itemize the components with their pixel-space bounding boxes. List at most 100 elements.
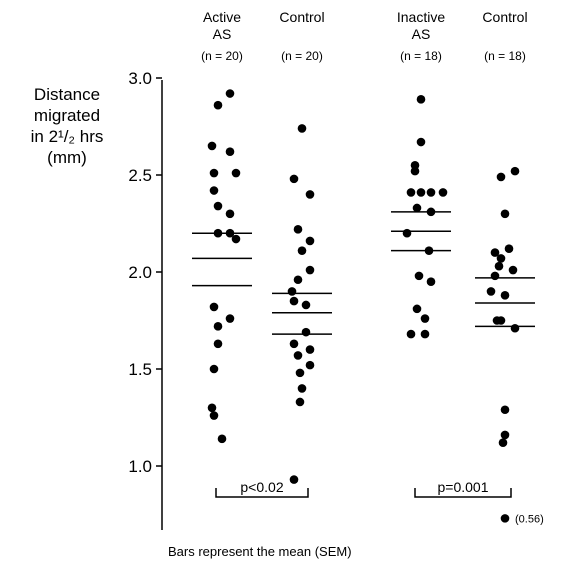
y-axis: 1.0 1.5 2.0 2.5 3.0 — [128, 69, 163, 530]
group-n-label: (n = 20) — [201, 49, 243, 63]
data-point — [293, 225, 303, 234]
group-n-label: (n = 18) — [400, 49, 442, 63]
data-point — [510, 166, 520, 176]
group-label: Control — [482, 9, 527, 25]
data-point — [225, 228, 235, 238]
data-point — [414, 271, 424, 281]
data-point — [297, 246, 307, 255]
data-point — [305, 236, 315, 246]
data-point — [426, 207, 436, 217]
group-label: AS — [213, 26, 232, 42]
data-point — [438, 188, 448, 197]
y-tick-label: 2.0 — [128, 263, 152, 282]
data-point — [207, 141, 217, 151]
data-point — [213, 100, 223, 110]
data-point — [231, 234, 241, 244]
group-n-label: (n = 20) — [281, 49, 323, 63]
data-point — [416, 137, 426, 147]
data-point — [494, 261, 504, 271]
y-tick-label: 2.5 — [128, 166, 152, 185]
data-point — [297, 384, 307, 393]
data-point — [420, 329, 430, 339]
y-tick-label: 1.5 — [128, 360, 152, 379]
data-point — [406, 329, 416, 339]
significance-brackets: p<0.02 p=0.001 — [215, 479, 512, 498]
mean-sem-bars — [192, 211, 535, 335]
data-point — [209, 168, 219, 178]
group-n-label: (n = 18) — [484, 49, 526, 63]
data-point — [412, 203, 422, 213]
data-point — [498, 438, 508, 448]
data-point — [289, 475, 299, 484]
data-point — [504, 244, 514, 254]
y-tick-label: 1.0 — [128, 457, 152, 476]
data-point — [289, 339, 299, 349]
data-point — [305, 190, 315, 199]
data-point — [301, 327, 311, 337]
data-point — [225, 147, 235, 157]
data-point — [416, 95, 426, 104]
data-point — [213, 322, 223, 331]
data-point — [500, 514, 510, 523]
data-point — [289, 296, 299, 306]
data-point — [416, 188, 426, 197]
data-point — [486, 287, 496, 296]
data-point — [426, 277, 436, 287]
data-point — [209, 302, 219, 312]
data-point — [420, 314, 430, 323]
data-point — [213, 201, 223, 211]
data-point — [225, 314, 235, 323]
y-axis-title: Distance migrated in 2¹/₂ hrs (mm) — [14, 84, 120, 168]
group-label: AS — [412, 26, 431, 42]
data-point — [209, 364, 219, 374]
data-point — [490, 271, 500, 281]
y-axis-title-line-2: migrated — [33, 106, 101, 125]
data-point — [426, 188, 436, 197]
data-point — [207, 403, 217, 413]
significance-bracket — [215, 488, 309, 498]
data-point — [412, 304, 422, 314]
data-point — [289, 174, 299, 184]
data-point — [500, 430, 510, 440]
data-point — [217, 434, 227, 444]
data-point — [295, 397, 305, 407]
data-point — [305, 345, 315, 354]
p-value-label: p=0.001 — [438, 479, 489, 495]
data-point — [213, 228, 223, 238]
data-point — [305, 265, 315, 275]
data-point — [424, 246, 434, 255]
p-value-label: p<0.02 — [240, 479, 283, 495]
data-point — [225, 89, 235, 98]
data-point — [295, 368, 305, 378]
data-point — [406, 188, 416, 197]
y-axis-title-line-4: (mm) — [47, 148, 87, 167]
data-point — [490, 248, 500, 257]
data-point — [500, 290, 510, 300]
significance-bracket — [414, 488, 512, 498]
data-point — [209, 186, 219, 195]
data-point — [287, 287, 297, 296]
data-point — [293, 351, 303, 360]
data-point — [305, 360, 315, 370]
data-point — [496, 172, 506, 182]
outlier-label: (0.56) — [515, 513, 544, 525]
data-point — [492, 316, 502, 325]
data-point — [500, 405, 510, 415]
y-tick-label: 3.0 — [128, 69, 152, 88]
data-point — [301, 300, 311, 310]
group-label: Control — [279, 9, 324, 25]
y-axis-title-line-1: Distance — [33, 85, 101, 104]
footnote: Bars represent the mean (SEM) — [168, 544, 352, 559]
data-point — [510, 323, 520, 333]
data-points: (0.56) — [207, 89, 544, 525]
group-label: Active — [203, 9, 241, 25]
data-point — [293, 275, 303, 285]
data-point — [500, 209, 510, 219]
data-point — [297, 124, 307, 133]
data-point — [410, 166, 420, 176]
y-axis-title-line-3: in 2¹/₂ hrs — [30, 127, 104, 146]
data-point — [225, 209, 235, 219]
data-point — [402, 228, 412, 238]
